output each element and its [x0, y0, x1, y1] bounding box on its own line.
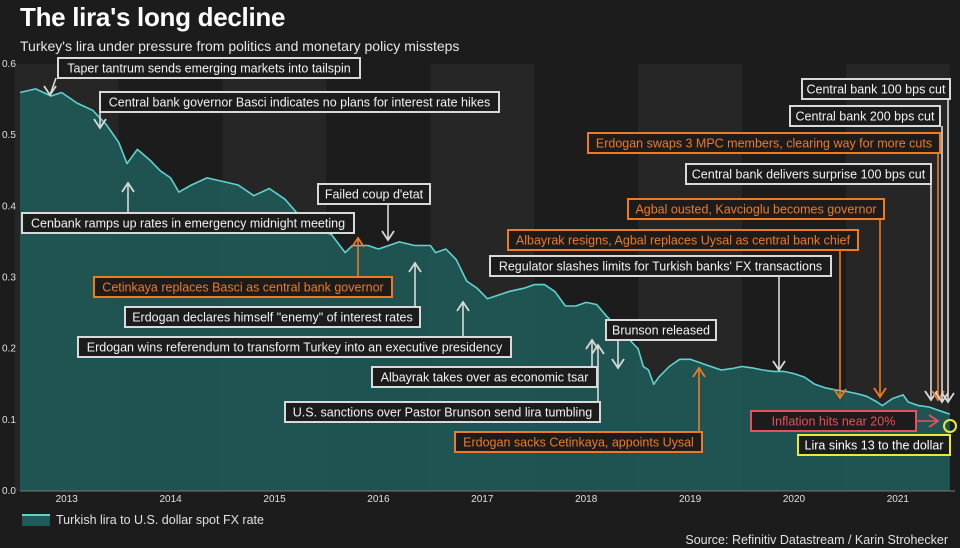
legend-swatch [22, 514, 50, 526]
x-tick-label: 2015 [263, 494, 286, 505]
annotation-box [627, 198, 885, 220]
annotation-box [284, 401, 601, 423]
annotation-arrowhead [93, 118, 107, 130]
annotation-box [685, 163, 932, 185]
annotation-arrowhead [928, 414, 940, 428]
y-tick-label: 0.0 [2, 486, 16, 497]
y-tick-label: 0.6 [2, 59, 16, 70]
annotation-arrowhead [941, 392, 955, 404]
source-note: Source: Refinitiv Datastream / Karin Str… [685, 533, 948, 547]
annotation-label: Lira sinks 13 to the dollar [805, 439, 944, 453]
annotation-label: Cetinkaya replaces Basci as central bank… [102, 281, 383, 295]
annotation-box [789, 105, 941, 127]
annotation-arrowhead [611, 358, 625, 370]
chart-title: The lira's long decline [20, 2, 286, 32]
annotation-box [489, 255, 832, 277]
final-point-marker [943, 419, 957, 433]
annotation-label: Central bank 100 bps cut [807, 83, 947, 97]
y-tick-label: 0.5 [2, 130, 16, 141]
x-tick-label: 2016 [367, 494, 390, 505]
annotation-label: Albayrak takes over as economic tsar [381, 371, 589, 385]
annotation-box [801, 78, 951, 100]
annotation-box [454, 431, 703, 453]
annotation-label: Failed coup d'etat [325, 188, 424, 202]
annotation-box [99, 91, 500, 113]
annotation-arrowhead [408, 261, 422, 273]
annotation-arrowhead [381, 230, 395, 242]
annotation-arrowhead [456, 300, 470, 312]
y-tick-label: 0.2 [2, 344, 16, 355]
annotation-label: Agbal ousted, Kavcioglu becomes governor [635, 203, 876, 217]
annotation-box [371, 366, 598, 388]
annotation-box [507, 229, 859, 251]
x-tick-label: 2013 [56, 494, 79, 505]
annotation-label: Brunson released [612, 324, 710, 338]
annotation-arrowhead [121, 181, 135, 193]
annotation-label: Regulator slashes limits for Turkish ban… [499, 260, 822, 274]
annotation-label: Cenbank ramps up rates in emergency midn… [31, 217, 345, 231]
annotation-box [605, 319, 717, 341]
annotation-box [797, 434, 951, 456]
annotation-arrowhead [692, 366, 706, 378]
x-tick-label: 2014 [160, 494, 183, 505]
annotation-label: Taper tantrum sends emerging markets int… [67, 62, 351, 76]
annotation-label: Central bank delivers surprise 100 bps c… [692, 168, 926, 182]
annotation-label: Central bank 200 bps cut [796, 110, 936, 124]
x-tick-label: 2017 [471, 494, 494, 505]
y-tick-label: 0.3 [2, 273, 16, 284]
x-tick-label: 2018 [575, 494, 598, 505]
legend-label: Turkish lira to U.S. dollar spot FX rate [56, 513, 264, 527]
annotation-box [317, 183, 431, 205]
series-line [19, 88, 951, 415]
legend: Turkish lira to U.S. dollar spot FX rate [22, 513, 264, 527]
series-area [20, 88, 950, 492]
annotation-label: Inflation hits near 20% [772, 415, 896, 429]
annotation-arrowhead [772, 360, 786, 372]
annotation-arrowhead [585, 338, 599, 350]
annotation-box [77, 336, 512, 358]
annotation-label: U.S. sanctions over Pastor Brunson send … [293, 406, 592, 420]
annotation-arrowhead [935, 392, 949, 404]
annotation-label: Erdogan declares himself "enemy" of inte… [132, 311, 413, 325]
x-tick-label: 2021 [887, 494, 910, 505]
annotation-arrowhead [873, 387, 887, 399]
annotation-box [124, 306, 421, 328]
annotation-label: Albayrak resigns, Agbal replaces Uysal a… [516, 234, 851, 248]
annotation-arrowhead [351, 236, 365, 248]
chart-subtitle: Turkey's lira under pressure from politi… [20, 38, 460, 54]
annotation-label: Erdogan wins referendum to transform Tur… [87, 341, 503, 355]
y-tick-label: 0.1 [2, 415, 16, 426]
annotation-arrowhead [833, 388, 847, 400]
annotation-label: Erdogan swaps 3 MPC members, clearing wa… [596, 137, 932, 151]
x-tick-label: 2019 [679, 494, 702, 505]
y-tick-label: 0.4 [2, 201, 16, 212]
annotation-arrowhead [591, 343, 605, 355]
x-tick-label: 2020 [783, 494, 806, 505]
annotation-box [57, 57, 361, 79]
annotation-arrowhead [43, 85, 57, 97]
annotation-box [750, 410, 917, 432]
annotation-label: Central bank governor Basci indicates no… [109, 96, 490, 110]
annotation-box [587, 132, 941, 154]
annotation-box [93, 276, 393, 298]
annotation-box [21, 212, 355, 234]
annotation-label: Erdogan sacks Cetinkaya, appoints Uysal [463, 436, 694, 450]
